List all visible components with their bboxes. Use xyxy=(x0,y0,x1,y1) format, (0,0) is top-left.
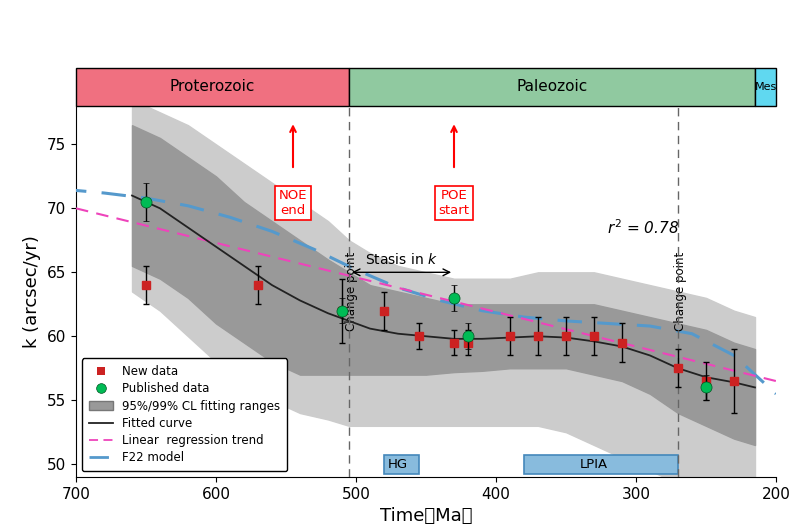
Text: Change point: Change point xyxy=(674,252,686,331)
Bar xyxy=(524,455,678,474)
Text: Stasis in $k$: Stasis in $k$ xyxy=(365,252,438,267)
Bar xyxy=(76,68,349,106)
Text: LPIA: LPIA xyxy=(580,458,608,471)
Text: Paleozoic: Paleozoic xyxy=(516,80,588,94)
Text: Proterozoic: Proterozoic xyxy=(170,80,255,94)
Text: Change point: Change point xyxy=(345,252,358,331)
Text: POE
start: POE start xyxy=(438,189,470,217)
Bar xyxy=(384,455,419,474)
Bar xyxy=(755,68,776,106)
Text: NOE
end: NOE end xyxy=(278,189,307,217)
X-axis label: Time（Ma）: Time（Ma） xyxy=(380,507,472,525)
Bar xyxy=(349,68,755,106)
Legend: New data, Published data, 95%/99% CL fitting ranges, Fitted curve, Linear  regre: New data, Published data, 95%/99% CL fit… xyxy=(82,358,287,471)
Text: Mes: Mes xyxy=(754,82,777,92)
Y-axis label: k (arcsec/yr): k (arcsec/yr) xyxy=(23,235,42,348)
Text: HG: HG xyxy=(387,458,408,471)
Text: $r^{2}$ = 0.78: $r^{2}$ = 0.78 xyxy=(607,218,679,237)
